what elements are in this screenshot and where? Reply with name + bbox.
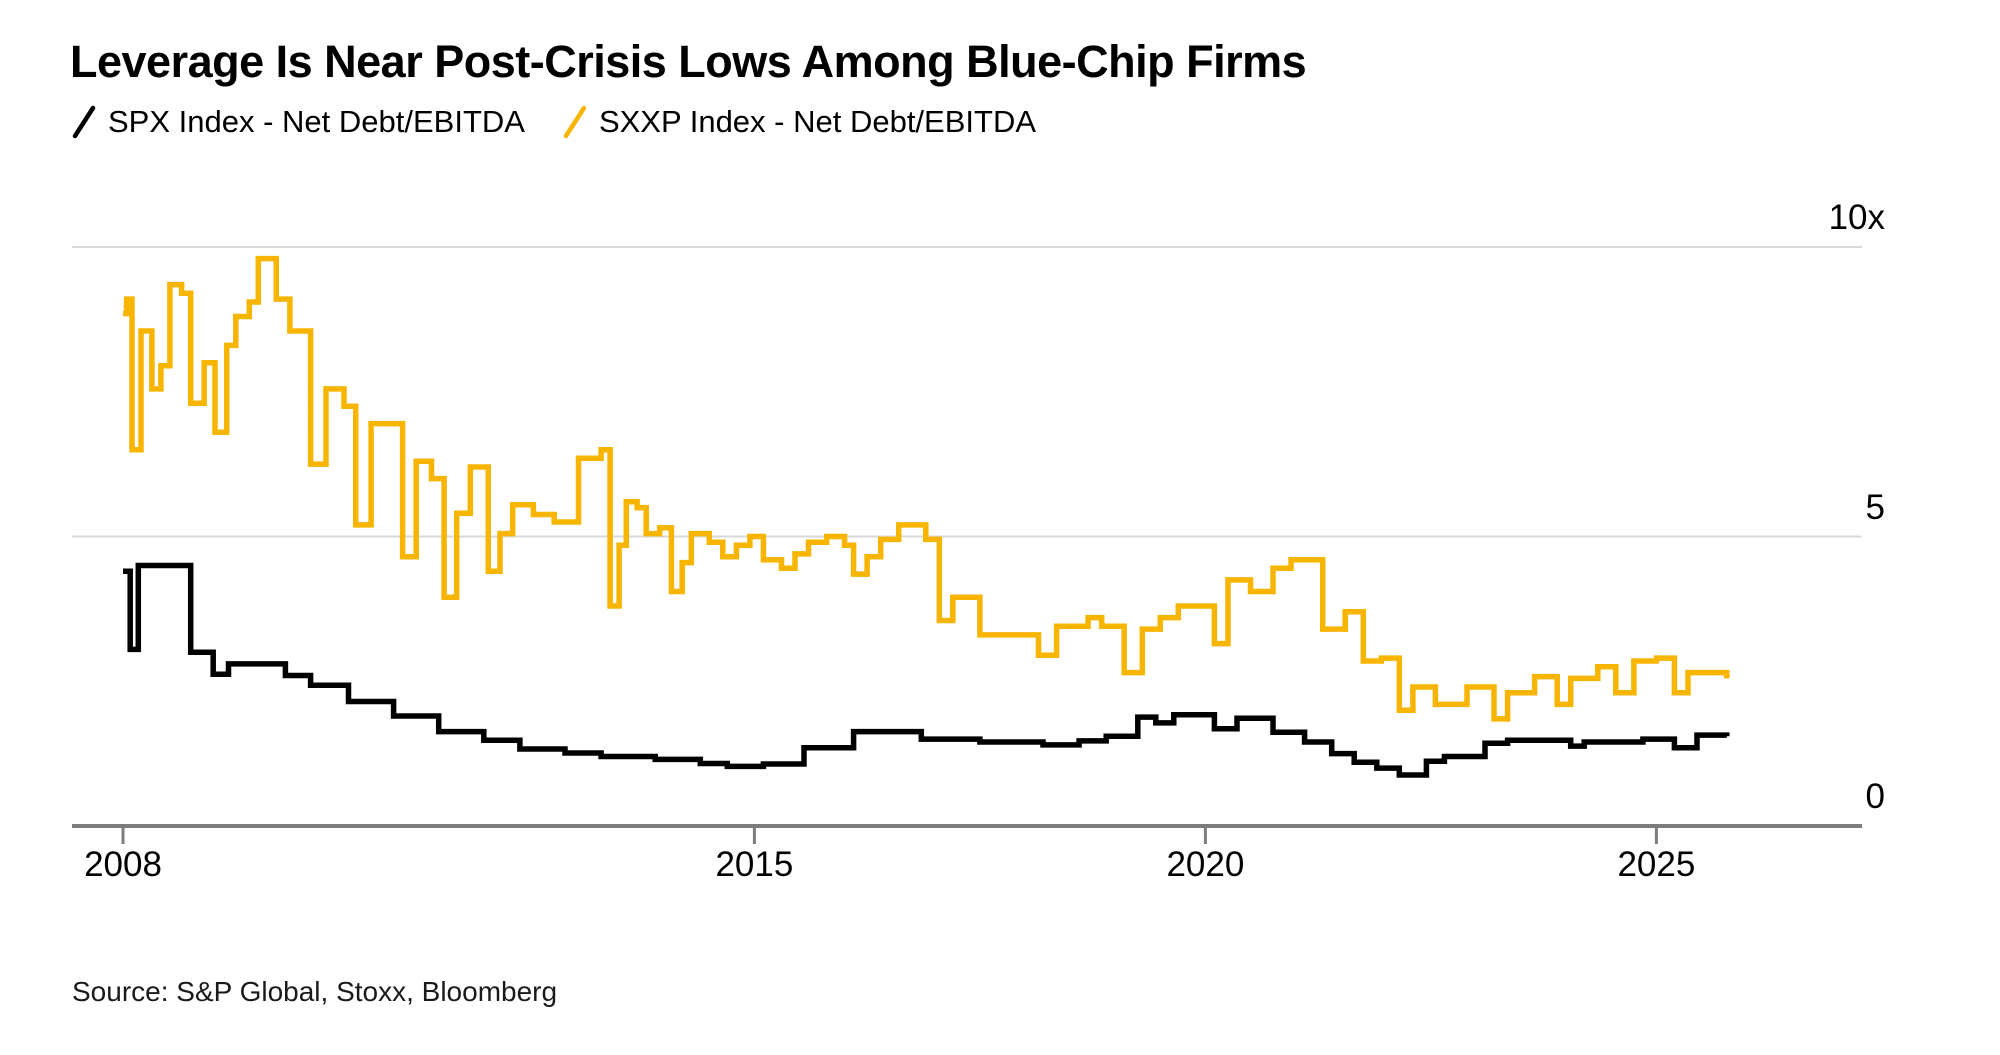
legend-label-spx: SPX Index - Net Debt/EBITDA [108, 104, 525, 139]
source-note: Source: S&P Global, Stoxx, Bloomberg [72, 976, 558, 1007]
y-axis-label-10x: 10x [1828, 198, 1885, 237]
legend-label-sxxp: SXXP Index - Net Debt/EBITDA [598, 104, 1037, 139]
x-axis-label-2008: 2008 [84, 845, 162, 884]
sxxp-slash-icon [563, 105, 587, 139]
y-axis-label-0: 0 [1865, 777, 1885, 816]
legend-item-spx: SPX Index - Net Debt/EBITDA [72, 104, 525, 140]
series-line-spx [123, 562, 1730, 778]
series-line-sxxp [123, 255, 1730, 722]
y-axis-label-5: 5 [1865, 487, 1885, 527]
legend-item-sxxp: SXXP Index - Net Debt/EBITDA [563, 104, 1036, 140]
legend: SPX Index - Net Debt/EBITDA SXXP Index -… [72, 104, 1036, 140]
chart-title: Leverage Is Near Post-Crisis Lows Among … [70, 36, 1307, 87]
x-axis-label-2020: 2020 [1166, 845, 1245, 884]
x-axis-label-2025: 2025 [1617, 845, 1696, 884]
spx-slash-icon [72, 105, 96, 139]
x-axis-label-2015: 2015 [715, 845, 794, 884]
